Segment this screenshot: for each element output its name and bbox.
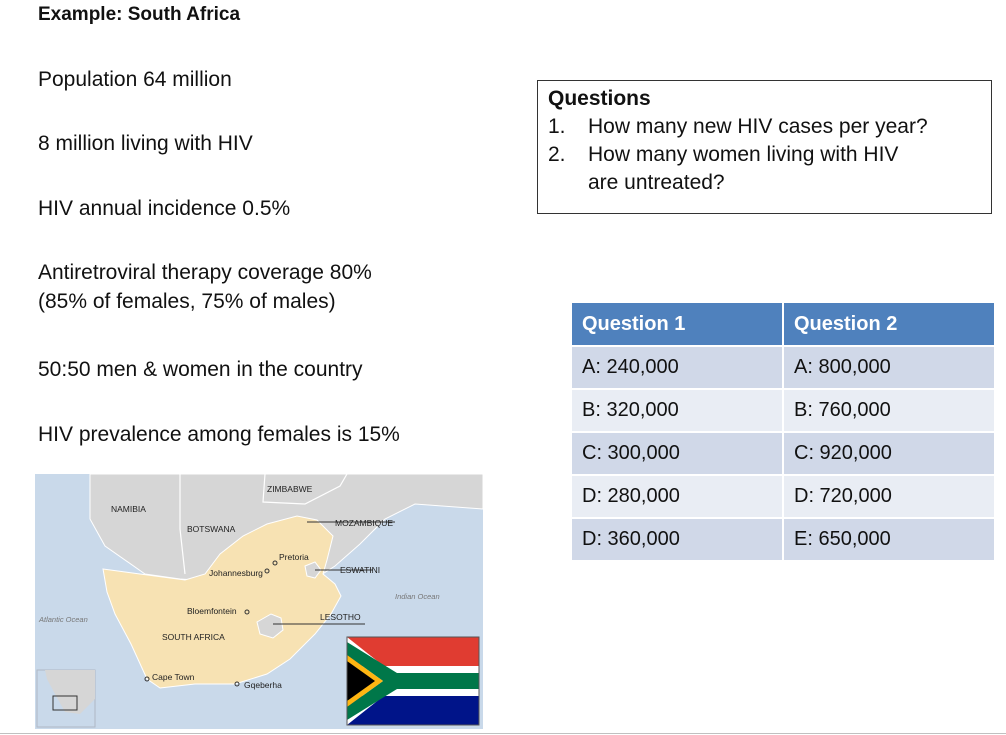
table-cell: D: 280,000	[572, 474, 784, 518]
south-africa-map: ZIMBABWE NAMIBIA BOTSWANA MOZAMBIQUE Pre…	[35, 474, 483, 729]
label-lesotho: LESOTHO	[320, 612, 361, 622]
answer-options-table: Question 1 Question 2 A: 240,000 A: 800,…	[572, 303, 994, 560]
table-row: D: 280,000 D: 720,000	[572, 474, 994, 518]
flag-black-triangle	[347, 661, 375, 701]
table-header-row: Question 1 Question 2	[572, 303, 994, 346]
label-pretoria: Pretoria	[279, 552, 309, 562]
fact-living-with-hiv: 8 million living with HIV	[38, 132, 253, 155]
column-header-question-1: Question 1	[572, 303, 784, 346]
label-namibia: NAMIBIA	[111, 504, 146, 514]
flag-green-pall	[347, 642, 479, 720]
johannesburg-marker	[264, 568, 270, 574]
map-eswatini	[304, 561, 322, 579]
map-inset-frame	[52, 695, 78, 711]
question-number: 2.	[548, 143, 566, 166]
table-cell: C: 300,000	[572, 431, 784, 475]
fact-art-coverage-by-sex: (85% of females, 75% of males)	[38, 290, 336, 313]
question-number: 1.	[548, 115, 566, 138]
question-number	[548, 169, 588, 197]
map-lesotho	[256, 613, 284, 639]
table-row: A: 240,000 A: 800,000	[572, 345, 994, 389]
question-item: 1. How many new HIV cases per year?	[548, 113, 981, 141]
table-cell: C: 920,000	[783, 431, 994, 475]
fact-art-coverage: Antiretroviral therapy coverage 80%	[38, 261, 372, 284]
questions-box: Questions 1. How many new HIV cases per …	[537, 80, 992, 214]
map-south-africa	[102, 515, 342, 689]
table-row: D: 360,000 E: 650,000	[572, 517, 994, 560]
question-item: are untreated?	[548, 169, 981, 197]
fact-incidence: HIV annual incidence 0.5%	[38, 197, 291, 220]
pretoria-marker	[272, 560, 278, 566]
table-cell: B: 760,000	[783, 388, 994, 432]
questions-list: 1. How many new HIV cases per year? 2. H…	[548, 113, 981, 197]
label-gqeberha: Gqeberha	[244, 680, 282, 690]
label-mozambique: MOZAMBIQUE	[335, 518, 393, 528]
slide-title: Example: South Africa	[38, 4, 241, 25]
question-text: How many new HIV cases per year?	[588, 115, 928, 138]
table-row: C: 300,000 C: 920,000	[572, 431, 994, 475]
label-bloemfontein: Bloemfontein	[187, 606, 237, 616]
fact-sex-ratio: 50:50 men & women in the country	[38, 358, 363, 381]
label-eswatini: ESWATINI	[340, 565, 380, 575]
table-cell: A: 240,000	[572, 345, 784, 389]
table-cell: D: 720,000	[783, 474, 994, 518]
label-botswana: BOTSWANA	[187, 524, 236, 534]
label-cape-town: Cape Town	[152, 672, 195, 682]
question-item: 2. How many women living with HIV	[548, 141, 981, 169]
map-inset-land	[45, 670, 95, 714]
flag-outline	[346, 636, 480, 726]
table-cell: A: 800,000	[783, 345, 994, 389]
map-border	[262, 474, 348, 505]
south-africa-flag	[346, 636, 480, 726]
questions-heading: Questions	[548, 87, 651, 110]
map-border	[179, 474, 186, 575]
table-cell: B: 320,000	[572, 388, 784, 432]
label-atlantic-ocean: Atlantic Ocean	[38, 615, 88, 624]
cape-town-marker	[144, 676, 150, 682]
bloemfontein-marker	[244, 609, 250, 615]
table-row: B: 320,000 B: 760,000	[572, 388, 994, 432]
column-header-question-2: Question 2	[783, 303, 994, 346]
table-cell: D: 360,000	[572, 517, 784, 560]
label-south-africa: SOUTH AFRICA	[162, 632, 225, 642]
map-svg: ZIMBABWE NAMIBIA BOTSWANA MOZAMBIQUE Pre…	[35, 474, 483, 729]
label-indian-ocean: Indian Ocean	[395, 592, 440, 601]
bottom-divider	[0, 733, 1006, 734]
question-text: are untreated?	[588, 171, 725, 194]
table-cell: E: 650,000	[783, 517, 994, 560]
fact-population: Population 64 million	[38, 68, 232, 91]
label-johannesburg: Johannesburg	[209, 568, 263, 578]
fact-female-prevalence: HIV prevalence among females is 15%	[38, 423, 400, 446]
question-text: How many women living with HIV	[588, 143, 899, 166]
label-zimbabwe: ZIMBABWE	[267, 484, 313, 494]
gqeberha-marker	[234, 681, 240, 687]
